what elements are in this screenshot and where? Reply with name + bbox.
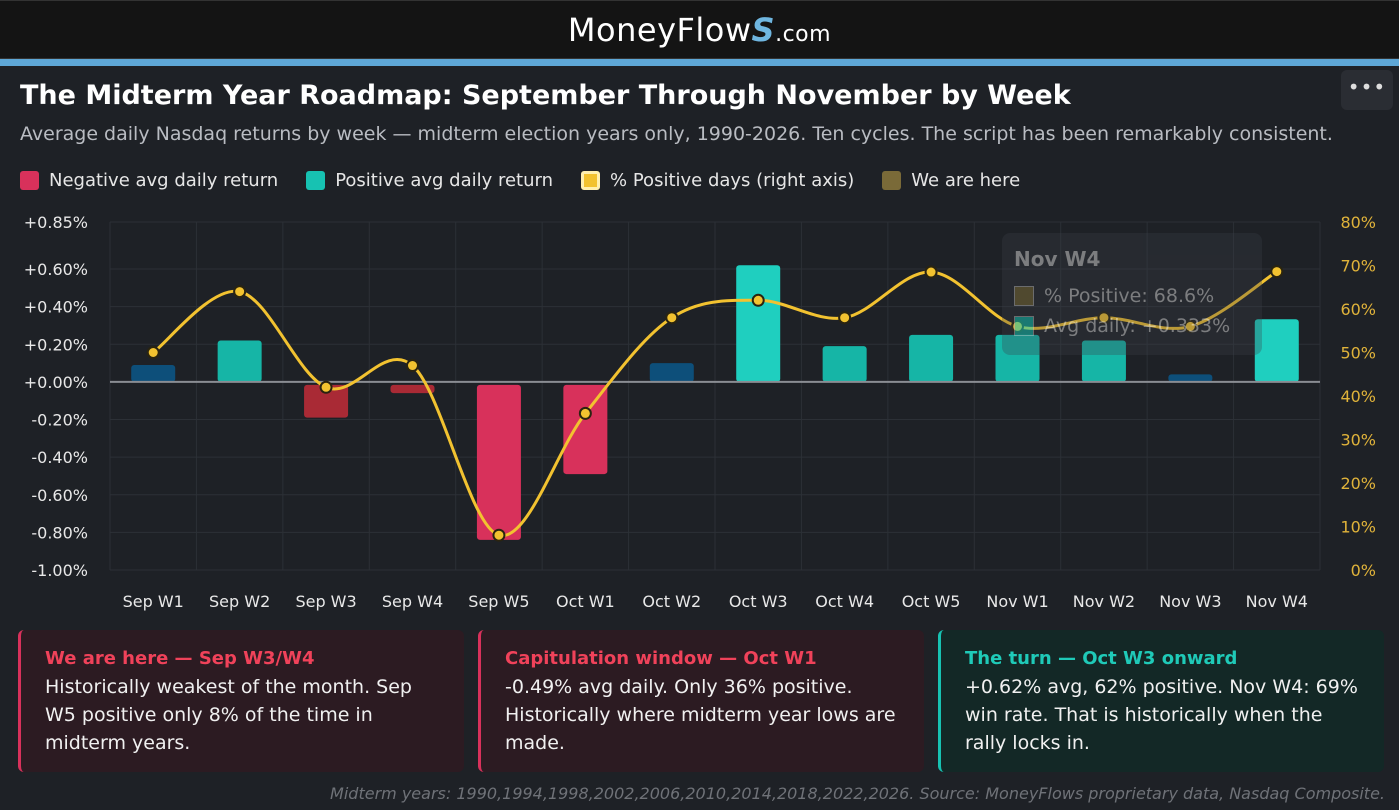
tooltip-swatch-pct [1014, 286, 1034, 306]
pct-positive-point[interactable] [1183, 319, 1197, 333]
bar-oct-w3[interactable] [736, 265, 781, 382]
pct-positive-point[interactable] [924, 265, 938, 279]
right-tick-label: 40% [1340, 387, 1376, 406]
card-we-are-here: We are here — Sep W3/W4 Historically wea… [18, 630, 464, 772]
legend-swatch-pct-positive [581, 171, 601, 190]
right-tick-label: 60% [1340, 300, 1376, 319]
card-heading: The turn — Oct W3 onward [965, 648, 1238, 669]
bar-sep-w3[interactable] [304, 384, 349, 418]
legend-item-pct-positive[interactable]: % Positive days (right axis) [581, 170, 854, 191]
pct-positive-point[interactable] [1097, 311, 1111, 325]
card-heading: We are here — Sep W3/W4 [45, 648, 315, 669]
x-tick-label: Sep W1 [123, 592, 184, 611]
x-tick-label: Nov W1 [986, 592, 1048, 611]
chart-subtitle: Average daily Nasdaq returns by week — m… [20, 123, 1333, 145]
pct-positive-point[interactable] [578, 406, 592, 420]
right-tick-label: 10% [1340, 518, 1376, 537]
bar-line-chart: +0.85% +0.60% +0.40% +0.20% +0.00% -0.20% -0.4… [24, 213, 1376, 611]
pct-positive-point[interactable] [751, 293, 765, 307]
x-tick-label: Sep W2 [209, 592, 270, 611]
pct-positive-point[interactable] [665, 311, 679, 325]
insight-cards: We are here — Sep W3/W4 Historically wea… [18, 630, 1386, 772]
bar-nov-w2[interactable] [1081, 340, 1126, 382]
pct-positive-point[interactable] [838, 311, 852, 325]
pct-positive-point[interactable] [406, 359, 419, 373]
left-tick-label: -0.60% [31, 486, 88, 505]
tooltip-row-pct: % Positive: 68.6% [1014, 285, 1250, 307]
left-tick-label: +0.00% [24, 373, 88, 392]
left-tick-label: -0.40% [31, 448, 88, 467]
left-tick-label: +0.60% [24, 260, 88, 279]
right-tick-label: 70% [1340, 257, 1376, 276]
legend-item-we-are-here[interactable]: We are here [882, 170, 1020, 191]
source-footnote: Midterm years: 1990,1994,1998,2002,2006,… [330, 784, 1385, 803]
chart-title: The Midterm Year Roadmap: September Thro… [20, 80, 1071, 111]
left-tick-label: -0.80% [31, 523, 88, 542]
left-tick-label: -0.20% [31, 411, 88, 430]
x-tick-label: Oct W4 [815, 592, 874, 611]
more-dots-icon[interactable]: ••• [1341, 70, 1393, 110]
accent-bar [0, 59, 1399, 66]
x-tick-label: Oct W2 [642, 592, 701, 611]
bar-oct-w1[interactable] [563, 384, 608, 475]
legend-item-negative[interactable]: Negative avg daily return [20, 170, 278, 191]
right-tick-label: 50% [1340, 344, 1376, 363]
bar-nov-w1[interactable] [995, 334, 1040, 382]
bar-sep-w5[interactable] [476, 384, 521, 540]
legend-swatch-positive [306, 171, 326, 190]
card-heading: Capitulation window — Oct W1 [505, 648, 817, 669]
x-tick-label: Oct W3 [729, 592, 788, 611]
card-body: -0.49% avg daily. Only 36% positive. His… [505, 676, 896, 754]
bar-oct-w2[interactable] [649, 363, 694, 382]
x-tick-label: Oct W1 [556, 592, 615, 611]
card-the-turn: The turn — Oct W3 onward +0.62% avg, 62%… [938, 630, 1384, 772]
bar-nov-w4[interactable] [1254, 319, 1299, 382]
left-tick-label: -1.00% [31, 561, 88, 580]
pct-positive-point[interactable] [1270, 265, 1284, 279]
pct-positive-point[interactable] [233, 285, 247, 299]
legend-swatch-we-are-here [882, 171, 902, 190]
x-tick-label: Sep W5 [468, 592, 529, 611]
bar-oct-w5[interactable] [909, 334, 954, 382]
tooltip-row-avg: Avg daily: +0.333% [1014, 315, 1250, 337]
pct-positive-point[interactable] [319, 380, 333, 394]
bar-nov-w3[interactable] [1168, 374, 1213, 382]
left-tick-label: +0.20% [24, 335, 88, 354]
left-tick-label: +0.40% [24, 298, 88, 317]
left-tick-label: +0.85% [24, 213, 88, 232]
right-tick-label: 0% [1351, 561, 1376, 580]
x-tick-label: Oct W5 [902, 592, 961, 611]
card-capitulation: Capitulation window — Oct W1 -0.49% avg … [478, 630, 924, 772]
brand-s-mark: S [751, 10, 776, 49]
x-tick-label: Nov W2 [1073, 592, 1135, 611]
x-tick-label: Nov W3 [1159, 592, 1221, 611]
right-tick-label: 80% [1340, 213, 1376, 232]
tooltip-title: Nov W4 [1014, 247, 1101, 271]
x-tick-label: Sep W3 [295, 592, 356, 611]
pct-positive-point[interactable] [146, 346, 160, 359]
bar-sep-w1[interactable] [131, 364, 176, 382]
chart-legend: Negative avg daily return Positive avg d… [20, 170, 1048, 191]
pct-positive-point[interactable] [492, 528, 506, 542]
legend-swatch-negative [20, 171, 39, 190]
right-tick-label: 20% [1340, 474, 1376, 493]
card-body: +0.62% avg, 62% positive. Nov W4: 69% wi… [965, 676, 1358, 754]
x-tick-label: Sep W4 [382, 592, 443, 611]
brand-header: MoneyFlowS.com [0, 0, 1399, 59]
legend-item-positive[interactable]: Positive avg daily return [306, 170, 553, 191]
bar-oct-w4[interactable] [822, 346, 867, 382]
bar-sep-w4[interactable] [390, 384, 435, 394]
card-body: Historically weakest of the month. Sep W… [45, 676, 412, 754]
x-tick-label: Nov W4 [1246, 592, 1308, 611]
chart-tooltip: Nov W4 % Positive: 68.6% Avg daily: +0.3… [1002, 233, 1262, 355]
right-tick-label: 30% [1340, 431, 1376, 450]
tooltip-swatch-avg [1014, 316, 1034, 336]
bar-sep-w2[interactable] [217, 340, 262, 382]
brand-logo[interactable]: MoneyFlowS.com [567, 10, 832, 49]
